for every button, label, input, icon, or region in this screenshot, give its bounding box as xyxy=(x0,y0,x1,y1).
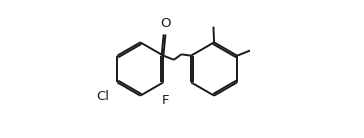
Text: O: O xyxy=(160,17,171,30)
Text: Cl: Cl xyxy=(97,90,110,103)
Text: F: F xyxy=(162,94,169,107)
